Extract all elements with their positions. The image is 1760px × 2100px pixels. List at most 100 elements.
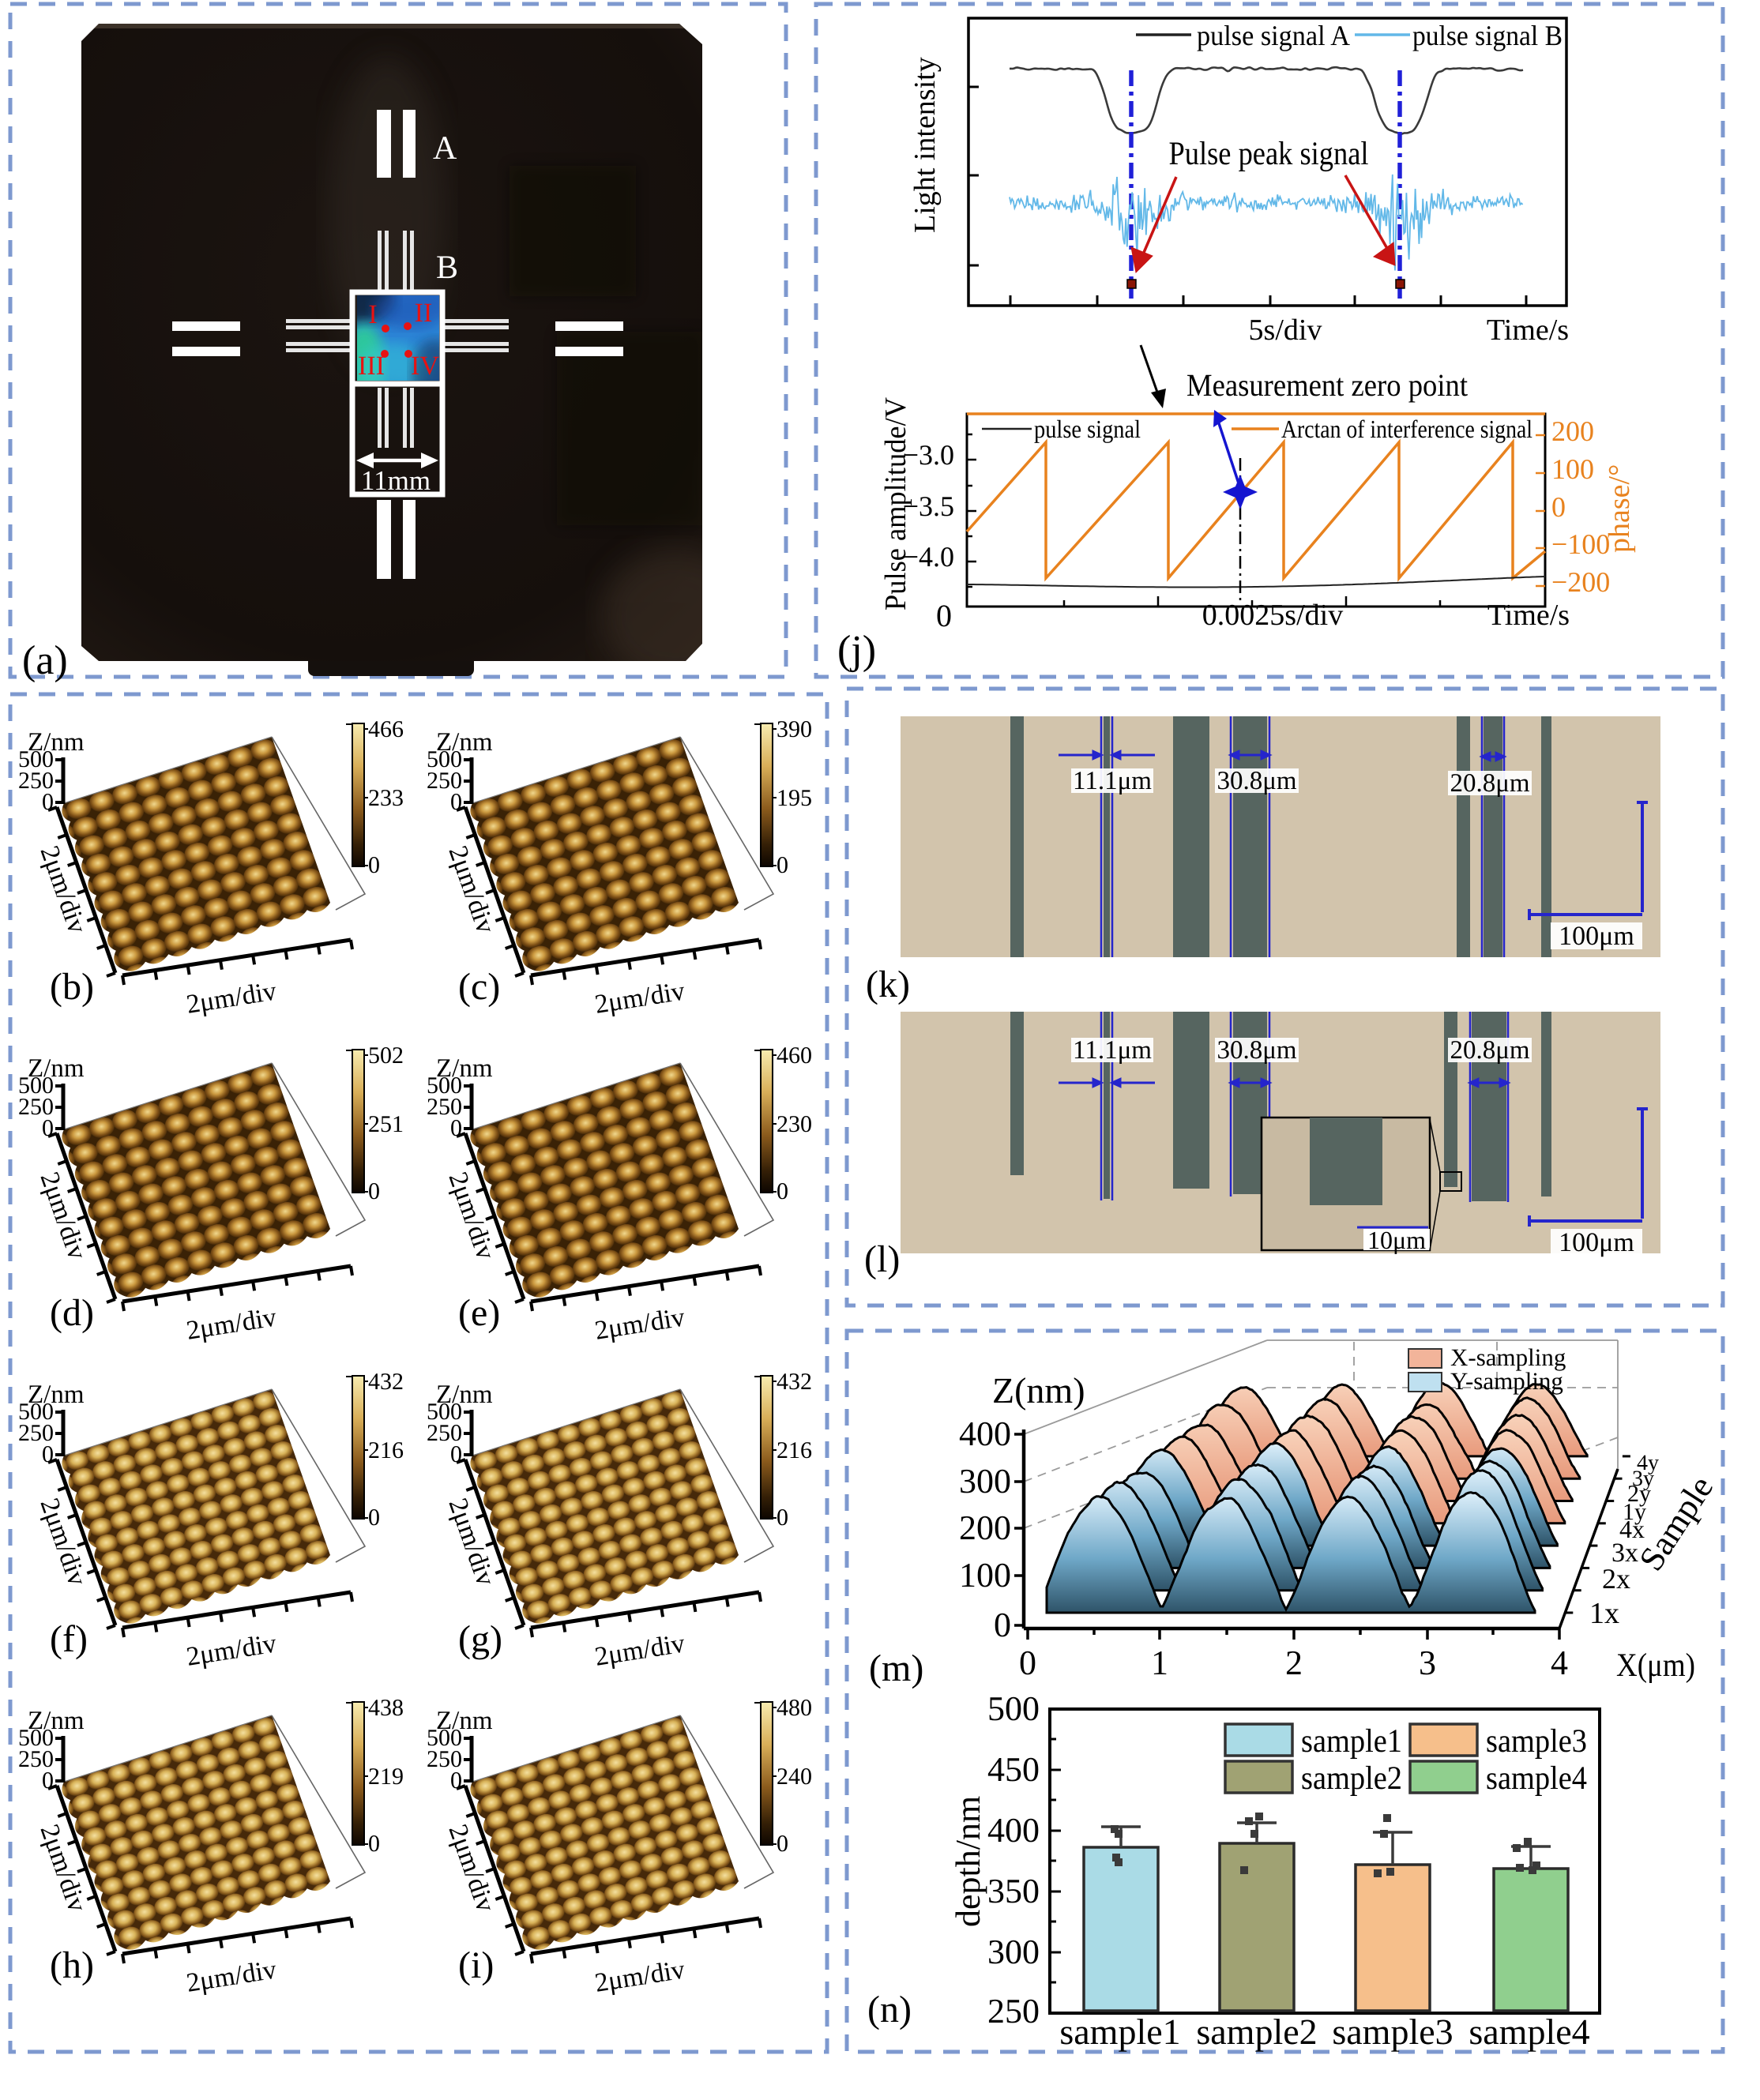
svg-text:2μm/div: 2μm/div: [592, 976, 686, 1019]
svg-text:240: 240: [777, 1764, 812, 1790]
svg-text:Pulse peak signal: Pulse peak signal: [1169, 136, 1369, 172]
svg-text:300: 300: [987, 1933, 1040, 1971]
svg-text:2μm/div: 2μm/div: [592, 1629, 686, 1671]
svg-text:230: 230: [777, 1111, 812, 1137]
svg-text:Y-sampling: Y-sampling: [1450, 1367, 1563, 1395]
svg-text:0: 0: [368, 852, 380, 878]
svg-text:250: 250: [427, 1094, 462, 1120]
svg-text:phase/°: phase/°: [1603, 464, 1636, 553]
svg-text:Z/nm: Z/nm: [436, 1707, 493, 1735]
svg-text:3: 3: [1419, 1644, 1436, 1682]
svg-text:(c): (c): [458, 966, 500, 1008]
svg-text:11.1μm: 11.1μm: [1073, 767, 1152, 795]
svg-text:100: 100: [959, 1556, 1011, 1595]
svg-text:11.1μm: 11.1μm: [1073, 1036, 1152, 1065]
svg-text:250: 250: [18, 1746, 54, 1772]
svg-text:0: 0: [42, 1441, 54, 1467]
svg-text:Z/nm: Z/nm: [28, 1054, 85, 1083]
svg-text:20.8μm: 20.8μm: [1450, 769, 1529, 798]
svg-text:0: 0: [450, 1115, 462, 1141]
svg-text:250: 250: [987, 1992, 1040, 2031]
svg-text:0: 0: [42, 1768, 54, 1794]
svg-text:(k): (k): [866, 964, 910, 1005]
svg-text:2: 2: [1285, 1644, 1303, 1682]
svg-text:I: I: [368, 300, 377, 329]
svg-text:(e): (e): [458, 1292, 500, 1334]
svg-text:Z/nm: Z/nm: [28, 1707, 85, 1735]
svg-text:0: 0: [42, 1115, 54, 1141]
svg-text:pulse signal: pulse signal: [1034, 415, 1141, 443]
svg-text:−200: −200: [1551, 566, 1610, 598]
svg-text:250: 250: [18, 768, 54, 794]
svg-text:300: 300: [959, 1462, 1011, 1501]
svg-text:502: 502: [368, 1042, 404, 1069]
svg-text:0: 0: [368, 1178, 380, 1204]
svg-text:sample4: sample4: [1469, 2012, 1589, 2052]
svg-text:(i): (i): [458, 1944, 494, 1986]
svg-text:Measurement zero point: Measurement zero point: [1186, 367, 1468, 403]
svg-text:0: 0: [1551, 491, 1566, 523]
svg-text:500: 500: [987, 1689, 1040, 1728]
svg-text:(m): (m): [869, 1647, 923, 1689]
svg-text:B: B: [436, 250, 458, 286]
svg-text:sample1: sample1: [1301, 1723, 1402, 1760]
svg-text:233: 233: [368, 785, 404, 811]
svg-text:IV: IV: [411, 351, 439, 381]
svg-text:(n): (n): [867, 1989, 912, 2031]
svg-text:200: 200: [1551, 415, 1594, 447]
svg-text:250: 250: [18, 1420, 54, 1446]
svg-text:Z/nm: Z/nm: [436, 1381, 493, 1409]
svg-text:5s/div: 5s/div: [1249, 314, 1322, 347]
svg-text:438: 438: [368, 1695, 404, 1721]
svg-text:30.8μm: 30.8μm: [1217, 1036, 1296, 1065]
svg-text:2x: 2x: [1602, 1563, 1630, 1595]
svg-text:30.8μm: 30.8μm: [1217, 767, 1296, 795]
svg-text:0: 0: [450, 789, 462, 815]
svg-text:500: 500: [18, 1073, 54, 1099]
svg-text:500: 500: [18, 1725, 54, 1751]
svg-text:(g): (g): [458, 1618, 502, 1660]
svg-text:0: 0: [42, 789, 54, 815]
svg-text:0: 0: [450, 1768, 462, 1794]
svg-text:2μm/div: 2μm/div: [184, 1302, 278, 1345]
svg-text:2μm/div: 2μm/div: [184, 1955, 278, 1997]
svg-text:Pulse amplitude/V: Pulse amplitude/V: [879, 396, 912, 610]
svg-text:3y: 3y: [1632, 1467, 1654, 1491]
svg-text:Z(nm): Z(nm): [992, 1370, 1085, 1411]
svg-text:sample3: sample3: [1486, 1723, 1587, 1760]
svg-text:200: 200: [959, 1508, 1011, 1547]
svg-text:100: 100: [1551, 453, 1594, 485]
svg-text:500: 500: [427, 1073, 462, 1099]
svg-text:pulse signal B: pulse signal B: [1412, 20, 1563, 51]
svg-text:219: 219: [368, 1764, 404, 1790]
svg-text:sample1: sample1: [1059, 2012, 1180, 2052]
svg-text:390: 390: [777, 716, 812, 742]
svg-text:0: 0: [450, 1441, 462, 1467]
svg-text:0: 0: [777, 1178, 788, 1204]
svg-text:251: 251: [368, 1111, 404, 1137]
svg-text:100μm: 100μm: [1559, 922, 1634, 951]
svg-text:350: 350: [987, 1872, 1040, 1910]
svg-text:(j): (j): [837, 628, 876, 673]
svg-text:−3.5: −3.5: [903, 490, 954, 522]
svg-text:250: 250: [427, 1746, 462, 1772]
svg-text:Z/nm: Z/nm: [436, 728, 493, 757]
svg-text:−100: −100: [1551, 528, 1610, 560]
svg-text:500: 500: [18, 746, 54, 772]
svg-text:500: 500: [427, 1399, 462, 1425]
svg-text:432: 432: [368, 1369, 404, 1395]
svg-text:1x: 1x: [1589, 1597, 1619, 1630]
svg-text:0: 0: [368, 1831, 380, 1857]
svg-text:X(μm): X(μm): [1616, 1647, 1695, 1684]
svg-text:20.8μm: 20.8μm: [1450, 1036, 1529, 1065]
svg-text:sample3: sample3: [1332, 2012, 1453, 2052]
svg-text:2μm/div: 2μm/div: [592, 1955, 686, 1997]
svg-text:sample2: sample2: [1196, 2012, 1317, 2052]
svg-text:0: 0: [936, 598, 952, 633]
svg-text:0: 0: [777, 852, 788, 878]
svg-text:(d): (d): [50, 1292, 94, 1334]
svg-text:10μm: 10μm: [1367, 1226, 1426, 1254]
svg-text:0: 0: [1019, 1644, 1036, 1682]
svg-text:4: 4: [1551, 1644, 1568, 1682]
svg-text:460: 460: [777, 1042, 812, 1069]
